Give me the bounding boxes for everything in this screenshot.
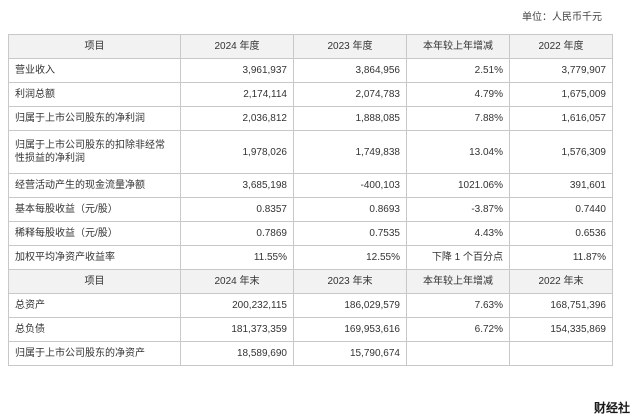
value-cell: 2.51% xyxy=(406,58,510,83)
value-cell: 0.7869 xyxy=(180,221,294,246)
value-cell: 3,685,198 xyxy=(180,173,294,198)
row-label: 归属于上市公司股东的净资产 xyxy=(8,341,181,366)
table-header-row: 项目 2024 年度 2023 年度 本年较上年增减 2022 年度 xyxy=(8,34,613,59)
table-row: 稀释每股收益（元/股） 0.7869 0.7535 4.43% 0.6536 xyxy=(8,221,613,246)
value-cell: 0.8693 xyxy=(293,197,407,222)
row-label: 营业收入 xyxy=(8,58,181,83)
row-label: 利润总额 xyxy=(8,82,181,107)
table-row: 加权平均净资产收益率 11.55% 12.55% 下降 1 个百分点 11.87% xyxy=(8,245,613,270)
value-cell: 169,953,616 xyxy=(293,317,407,342)
table-row: 经营活动产生的现金流量净额 3,685,198 -400,103 1021.06% 39… xyxy=(8,173,613,198)
table-row: 归属于上市公司股东的净利润 2,036,812 1,888,085 7.88% 1,61… xyxy=(8,106,613,131)
column-header: 本年较上年增减 xyxy=(406,34,510,59)
value-cell: 181,373,359 xyxy=(180,317,294,342)
value-cell: 1,888,085 xyxy=(293,106,407,131)
watermark: 财经社 xyxy=(591,399,632,416)
column-header: 2023 年末 xyxy=(293,269,407,294)
row-label: 经营活动产生的现金流量净额 xyxy=(8,173,181,198)
value-cell: -3.87% xyxy=(406,197,510,222)
value-cell: 4.43% xyxy=(406,221,510,246)
value-cell xyxy=(509,341,613,366)
table-row: 利润总额 2,174,114 2,074,783 4.79% 1,675,009 xyxy=(8,82,613,107)
value-cell: 7.63% xyxy=(406,293,510,318)
table-row: 营业收入 3,961,937 3,864,956 2.51% 3,779,907 xyxy=(8,58,613,83)
row-label: 总资产 xyxy=(8,293,181,318)
column-header: 2022 年度 xyxy=(509,34,613,59)
value-cell: 2,036,812 xyxy=(180,106,294,131)
value-cell: 1,616,057 xyxy=(509,106,613,131)
row-label: 归属于上市公司股东的净利润 xyxy=(8,106,181,131)
table-row: 基本每股收益（元/股） 0.8357 0.8693 -3.87% 0.7440 xyxy=(8,197,613,222)
column-header: 2024 年度 xyxy=(180,34,294,59)
row-label: 加权平均净资产收益率 xyxy=(8,245,181,270)
column-header: 本年较上年增减 xyxy=(406,269,510,294)
table-row: 归属于上市公司股东的净资产 18,589,690 15,790,674 xyxy=(8,341,613,366)
table-row: 总资产 200,232,115 186,029,579 7.63% 168,751,39… xyxy=(8,293,613,318)
row-label: 稀释每股收益（元/股） xyxy=(8,221,181,246)
value-cell: 0.6536 xyxy=(509,221,613,246)
column-header: 项目 xyxy=(8,34,181,59)
value-cell: 1,749,838 xyxy=(293,130,407,174)
value-cell: 2,174,114 xyxy=(180,82,294,107)
value-cell: 1,576,309 xyxy=(509,130,613,174)
value-cell: 391,601 xyxy=(509,173,613,198)
value-cell: 11.87% xyxy=(509,245,613,270)
value-cell: 168,751,396 xyxy=(509,293,613,318)
value-cell: -400,103 xyxy=(293,173,407,198)
value-cell: 3,779,907 xyxy=(509,58,613,83)
financial-summary-table: 项目 2024 年度 2023 年度 本年较上年增减 2022 年度 营业收入 3,961,… xyxy=(8,34,613,366)
value-cell: 0.7535 xyxy=(293,221,407,246)
value-cell: 下降 1 个百分点 xyxy=(406,245,510,270)
value-cell: 3,961,937 xyxy=(180,58,294,83)
unit-label: 单位：人民币千元 xyxy=(522,12,602,23)
value-cell: 200,232,115 xyxy=(180,293,294,318)
value-cell: 186,029,579 xyxy=(293,293,407,318)
value-cell: 13.04% xyxy=(406,130,510,174)
column-header: 2023 年度 xyxy=(293,34,407,59)
row-label: 归属于上市公司股东的扣除非经常性损益的净利润 xyxy=(8,130,181,174)
value-cell: 15,790,674 xyxy=(293,341,407,366)
value-cell: 1021.06% xyxy=(406,173,510,198)
column-header: 项目 xyxy=(8,269,181,294)
value-cell: 1,675,009 xyxy=(509,82,613,107)
value-cell: 7.88% xyxy=(406,106,510,131)
value-cell: 3,864,956 xyxy=(293,58,407,83)
value-cell: 2,074,783 xyxy=(293,82,407,107)
table-header-row: 项目 2024 年末 2023 年末 本年较上年增减 2022 年末 xyxy=(8,269,613,294)
column-header: 2022 年末 xyxy=(509,269,613,294)
column-header: 2024 年末 xyxy=(180,269,294,294)
row-label: 总负债 xyxy=(8,317,181,342)
value-cell: 11.55% xyxy=(180,245,294,270)
value-cell xyxy=(406,341,510,366)
value-cell: 12.55% xyxy=(293,245,407,270)
value-cell: 0.8357 xyxy=(180,197,294,222)
table-row: 总负债 181,373,359 169,953,616 6.72% 154,335,86… xyxy=(8,317,613,342)
value-cell: 154,335,869 xyxy=(509,317,613,342)
value-cell: 4.79% xyxy=(406,82,510,107)
value-cell: 6.72% xyxy=(406,317,510,342)
value-cell: 0.7440 xyxy=(509,197,613,222)
table-row: 归属于上市公司股东的扣除非经常性损益的净利润 1,978,026 1,749,838… xyxy=(8,130,613,174)
row-label: 基本每股收益（元/股） xyxy=(8,197,181,222)
value-cell: 18,589,690 xyxy=(180,341,294,366)
value-cell: 1,978,026 xyxy=(180,130,294,174)
